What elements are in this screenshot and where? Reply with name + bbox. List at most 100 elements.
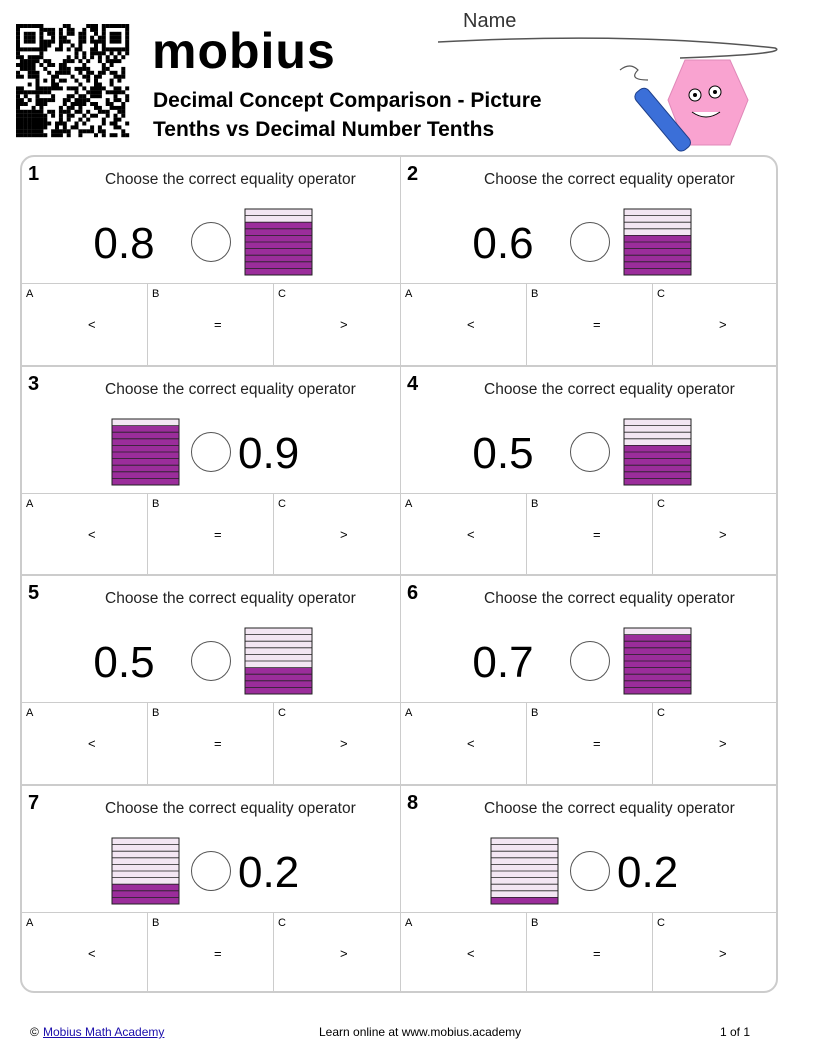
option[interactable]: B = bbox=[527, 703, 653, 785]
qr-module bbox=[23, 63, 28, 67]
problem-cell: 4 Choose the correct equality operator 0.5… bbox=[401, 367, 776, 576]
option[interactable]: A < bbox=[401, 284, 527, 366]
qr-module bbox=[66, 113, 71, 118]
qr-module bbox=[109, 63, 114, 67]
option[interactable]: B = bbox=[148, 912, 274, 991]
qr-module bbox=[105, 59, 110, 64]
option-symbol: < bbox=[467, 526, 475, 542]
qr-module bbox=[101, 66, 106, 71]
option[interactable]: B = bbox=[527, 284, 653, 366]
qr-module bbox=[51, 35, 56, 40]
options-row: A < B = C > bbox=[22, 492, 401, 576]
title: Tenths vs Decimal Number Tenths bbox=[153, 118, 495, 141]
option-letter: B bbox=[152, 497, 160, 510]
qr-module bbox=[117, 39, 122, 44]
qr-module bbox=[82, 98, 87, 103]
qr-module bbox=[86, 70, 91, 75]
option[interactable]: C > bbox=[653, 913, 776, 992]
option[interactable]: C > bbox=[274, 494, 400, 576]
decimal: 0.7 bbox=[472, 638, 534, 687]
qr-module bbox=[117, 98, 122, 103]
option[interactable]: C > bbox=[274, 284, 400, 366]
qr-module bbox=[90, 51, 95, 56]
qr-module bbox=[113, 70, 118, 75]
qr-module bbox=[35, 24, 40, 28]
qr-module bbox=[19, 59, 24, 64]
qr-module bbox=[90, 47, 95, 52]
qr-module bbox=[113, 59, 118, 64]
qr-module bbox=[90, 24, 95, 28]
option-symbol: > bbox=[719, 945, 727, 961]
qr-module bbox=[94, 39, 98, 44]
option[interactable]: A < bbox=[401, 493, 527, 576]
option[interactable]: C > bbox=[653, 494, 776, 576]
qr-module bbox=[19, 74, 24, 79]
option[interactable]: B = bbox=[527, 493, 653, 576]
qr-module bbox=[51, 39, 56, 44]
option-letter: A bbox=[26, 916, 34, 929]
qr-module bbox=[82, 102, 87, 106]
qr-module bbox=[94, 82, 98, 87]
qr-module bbox=[16, 133, 20, 138]
option[interactable]: A < bbox=[22, 703, 148, 785]
qr-module bbox=[23, 39, 28, 44]
option-symbol: = bbox=[214, 945, 222, 961]
options-row: A < B = C > bbox=[401, 702, 776, 785]
qr-module bbox=[35, 55, 40, 60]
qr-module bbox=[47, 121, 52, 126]
qr-module bbox=[74, 51, 79, 56]
option-letter: A bbox=[405, 707, 413, 719]
tenths-picture bbox=[244, 208, 313, 276]
option-letter: A bbox=[26, 288, 34, 300]
qr-module bbox=[101, 70, 106, 75]
option[interactable]: C > bbox=[274, 703, 400, 785]
qr-module bbox=[113, 117, 118, 122]
qr-module bbox=[97, 39, 102, 44]
option[interactable]: A < bbox=[22, 284, 148, 366]
option[interactable]: A < bbox=[22, 493, 148, 576]
qr-module bbox=[51, 63, 56, 67]
qr-module bbox=[101, 35, 106, 40]
option[interactable]: B = bbox=[148, 703, 274, 785]
qr-module bbox=[16, 70, 20, 75]
option[interactable]: C > bbox=[274, 913, 400, 992]
footer-page: 1 of 1 bbox=[720, 1025, 751, 1039]
qr-module bbox=[23, 35, 28, 40]
qr-module bbox=[35, 70, 40, 75]
qr-module bbox=[97, 129, 102, 134]
qr-module bbox=[78, 39, 83, 44]
option[interactable]: A < bbox=[22, 912, 148, 991]
qr-module bbox=[27, 74, 32, 79]
option-letter: B bbox=[531, 497, 539, 510]
qr-module bbox=[58, 113, 63, 118]
footer-link[interactable]: Mobius Math Academy bbox=[43, 1025, 165, 1039]
qr-module bbox=[97, 125, 102, 130]
qr-module bbox=[86, 129, 91, 134]
option[interactable]: B = bbox=[148, 284, 274, 366]
qr-module bbox=[101, 121, 106, 126]
qr-module bbox=[39, 86, 44, 91]
qr-module bbox=[121, 129, 126, 134]
qr-module bbox=[51, 27, 56, 32]
option[interactable]: A < bbox=[401, 703, 527, 785]
qr-module bbox=[16, 74, 20, 79]
qr-module bbox=[27, 59, 32, 64]
qr-module bbox=[16, 39, 20, 44]
qr-module bbox=[31, 31, 36, 36]
qr-module bbox=[43, 98, 48, 103]
qr-module bbox=[51, 133, 56, 138]
qr-module bbox=[51, 94, 56, 99]
option[interactable]: B = bbox=[527, 912, 653, 991]
option[interactable]: C > bbox=[653, 284, 776, 366]
option[interactable]: B = bbox=[148, 493, 274, 576]
option-symbol: > bbox=[340, 526, 348, 542]
qr-module bbox=[43, 113, 48, 118]
qr-module bbox=[121, 66, 126, 71]
qr-module bbox=[58, 70, 63, 75]
option[interactable]: A < bbox=[401, 912, 527, 991]
qr-module bbox=[70, 59, 75, 64]
qr-module bbox=[35, 113, 40, 118]
qr-module bbox=[58, 105, 63, 110]
option[interactable]: C > bbox=[653, 703, 776, 785]
qr-module bbox=[23, 47, 28, 52]
